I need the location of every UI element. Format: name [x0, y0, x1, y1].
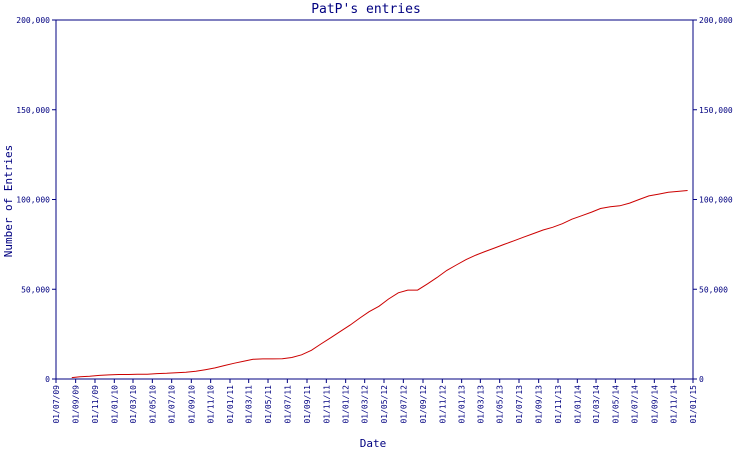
x-tick-label: 01/01/15	[689, 385, 698, 424]
x-tick-label: 01/09/14	[650, 385, 659, 424]
x-tick-label: 01/03/10	[129, 385, 138, 424]
x-tick-label: 01/01/13	[458, 385, 467, 424]
series-layer	[71, 190, 688, 379]
x-tick-label: 01/03/14	[592, 385, 601, 424]
x-tick-label: 01/07/11	[283, 385, 292, 424]
x-tick-label: 01/09/09	[72, 385, 81, 424]
y-tick-label-right: 0	[699, 375, 704, 384]
x-tick-label: 01/01/14	[573, 385, 582, 424]
x-tick-label: 01/05/14	[611, 385, 620, 424]
y-tick-label-left: 0	[45, 375, 50, 384]
y-tick-label-right: 50,000	[699, 285, 728, 294]
y-axis-label: Number of Entries	[2, 145, 15, 258]
x-tick-label: 01/01/11	[226, 385, 235, 424]
x-axis-label: Date	[360, 437, 387, 450]
y-tick-label-right: 200,000	[699, 16, 733, 25]
x-tick-label: 01/05/11	[264, 385, 273, 424]
x-tick-label: 01/11/09	[91, 385, 100, 424]
x-tick-label: 01/09/10	[187, 385, 196, 424]
y-tick-label-left: 200,000	[16, 16, 50, 25]
x-axis: 01/07/09 01/09/09 01/11/09 01/01/10 01/03/10…	[52, 379, 698, 424]
y-tick-label-right: 150,000	[699, 106, 733, 115]
y-axis-left: 0 50,000 100,000 150,000 200,000	[16, 16, 56, 384]
x-tick-label: 01/03/11	[245, 385, 254, 424]
x-tick-label: 01/05/13	[496, 385, 505, 424]
x-tick-label: 01/11/13	[554, 385, 563, 424]
x-tick-label: 01/07/14	[631, 385, 640, 424]
x-tick-label: 01/11/10	[207, 385, 216, 424]
x-tick-label: 01/03/13	[476, 385, 485, 424]
y-tick-label-left: 100,000	[16, 196, 50, 205]
y-tick-label-left: 50,000	[21, 285, 50, 294]
x-tick-label: 01/05/12	[380, 385, 389, 424]
x-tick-label: 01/01/12	[342, 385, 351, 424]
chart-title: PatP's entries	[311, 2, 421, 17]
y-axis-right: 0 50,000 100,000 150,000 200,000	[693, 16, 733, 384]
x-tick-label: 01/07/12	[399, 385, 408, 424]
x-tick-label: 01/11/14	[670, 385, 679, 424]
plot-frame	[55, 19, 694, 380]
series-line	[71, 190, 688, 379]
x-tick-label: 01/03/12	[361, 385, 370, 424]
x-tick-label: 01/09/12	[419, 385, 428, 424]
x-tick-label: 01/07/13	[515, 385, 524, 424]
x-tick-label: 01/07/10	[168, 385, 177, 424]
x-tick-label: 01/01/10	[110, 385, 119, 424]
x-tick-label: 01/11/12	[438, 385, 447, 424]
x-tick-label: 01/09/11	[303, 385, 312, 424]
x-tick-label: 01/07/09	[52, 385, 61, 424]
x-tick-label: 01/11/11	[322, 385, 331, 424]
x-tick-label: 01/05/10	[148, 385, 157, 424]
x-tick-label: 01/09/13	[535, 385, 544, 424]
y-tick-label-right: 100,000	[699, 196, 733, 205]
y-tick-label-left: 150,000	[16, 106, 50, 115]
